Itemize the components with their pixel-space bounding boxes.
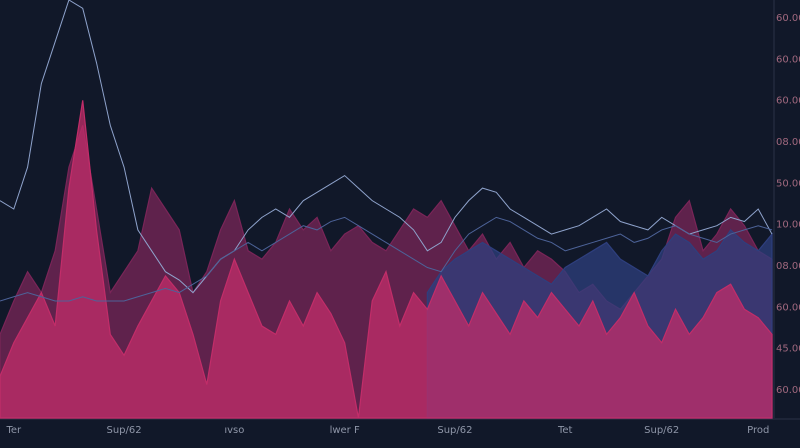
line (0, 216, 773, 302)
y-axis-label: 08.00 (776, 137, 800, 148)
y-axis-label: 60.00 (776, 96, 800, 107)
y-axis-label: 45.00 (776, 344, 800, 355)
y-axis-label: 08.00 (776, 261, 800, 272)
y-axis-label: 60.00 (776, 385, 800, 396)
x-tick-label: Tet (557, 425, 573, 436)
x-tick-label: Sup/62 (437, 425, 472, 436)
x-tick-label: ıvso (224, 425, 244, 436)
x-tick-label: Sup/62 (644, 425, 679, 436)
x-tick-label: Prod (747, 425, 769, 436)
y-axis-label: 50.00 (776, 178, 800, 189)
y-axis-label: 60.00 (776, 302, 800, 313)
y-axis-label: 60.00 (776, 54, 800, 65)
area (0, 100, 773, 419)
y-axis-label: 10.00 (776, 220, 800, 231)
line (0, 0, 773, 294)
x-tick-label: Ter (5, 425, 22, 436)
x-tick-label: Sup/62 (107, 425, 142, 436)
x-tick-label: lwer F (330, 425, 360, 436)
y-axis-label: 60.00 (776, 13, 800, 24)
